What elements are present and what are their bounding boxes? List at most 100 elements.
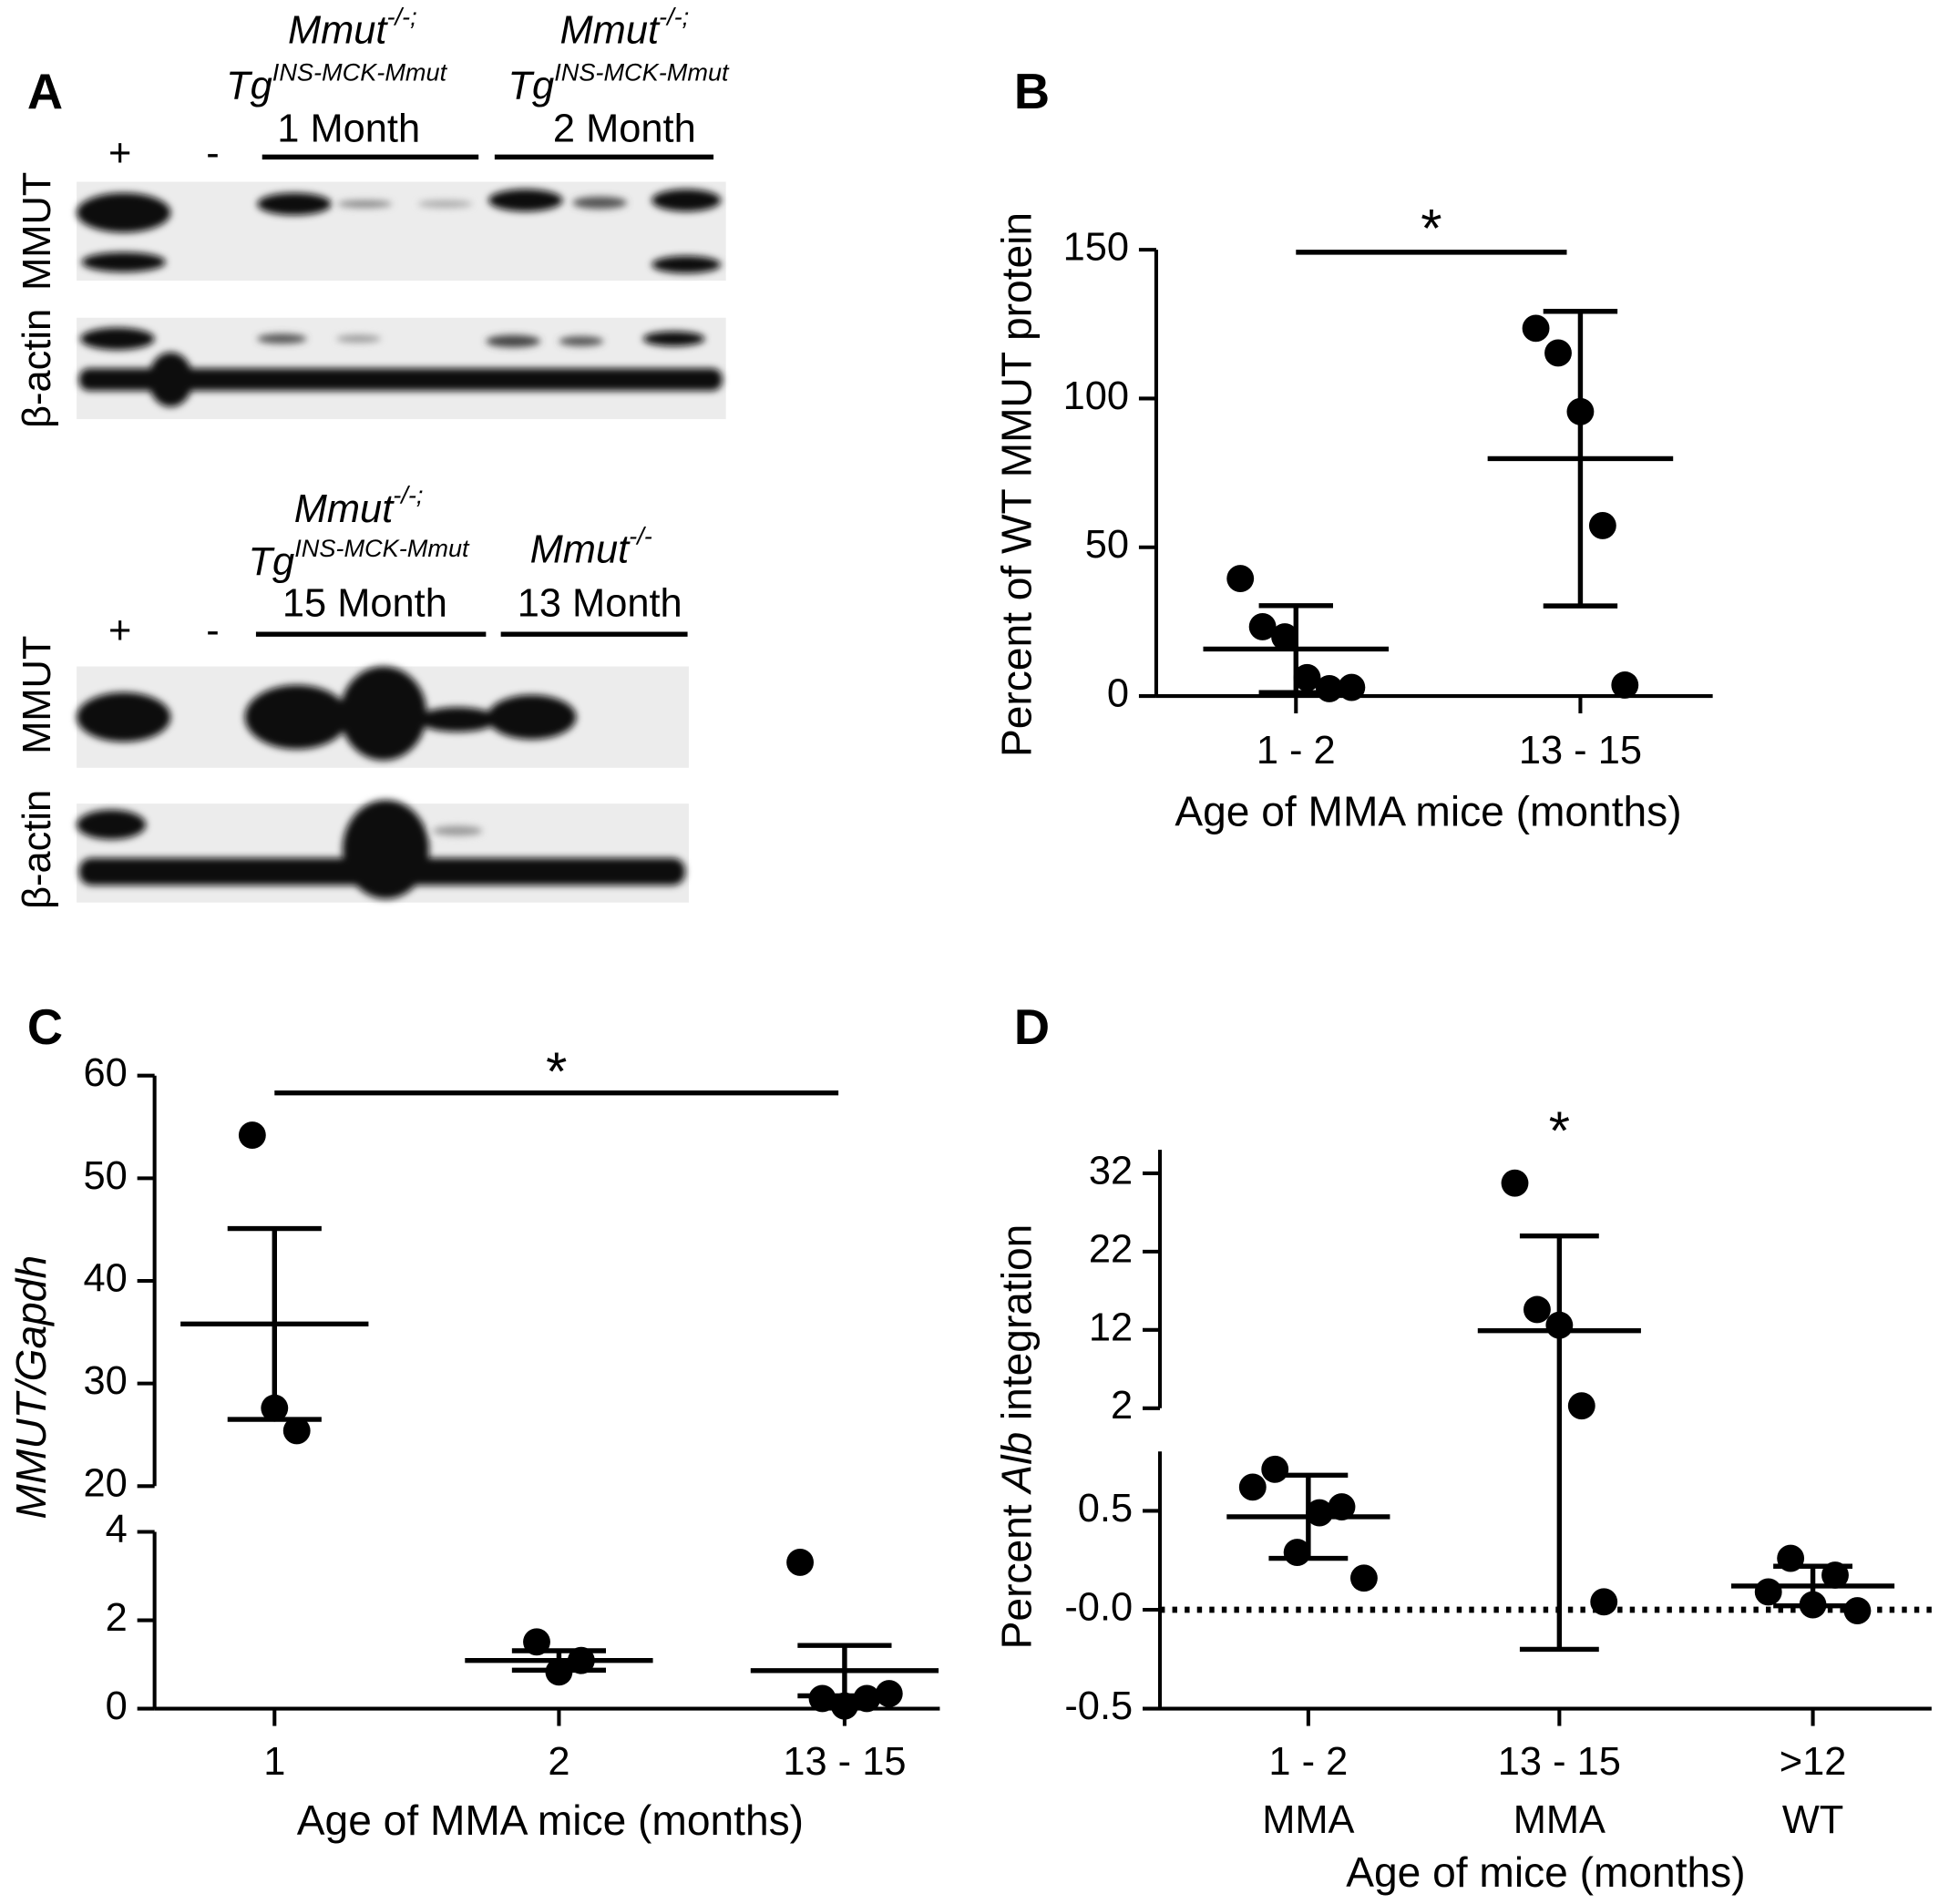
data-point — [1283, 1539, 1311, 1566]
y-axis-label: Percent of WT MMUT protein — [993, 212, 1041, 757]
y-tick-label: 0 — [1107, 672, 1129, 716]
y-tick-label: 0.5 — [1078, 1487, 1133, 1530]
y-axis-label-part: Percent — [993, 1493, 1041, 1650]
x-tick-label: 1 — [263, 1740, 285, 1784]
data-point — [1522, 314, 1550, 343]
data-point — [875, 1680, 903, 1708]
data-point — [1238, 1473, 1267, 1501]
lane-label: - — [206, 609, 219, 652]
genotype-name: Mmut — [530, 528, 631, 572]
genotype: Mmut-/-; — [288, 3, 417, 54]
data-point — [282, 1417, 311, 1445]
y-tick-label: 100 — [1063, 374, 1129, 418]
x-tick-label: 13 - 15 — [783, 1740, 906, 1784]
x-tick-label: 13 - 15 — [1519, 729, 1642, 773]
data-point — [567, 1646, 595, 1674]
row-label: MMUT — [15, 636, 59, 754]
transgene-sup: INS-MCK-Mmut — [554, 58, 730, 87]
y-tick-label: -0.5 — [1064, 1684, 1133, 1728]
row-label: MMUT — [15, 172, 59, 291]
data-point — [1338, 673, 1366, 701]
significance-star: * — [1421, 198, 1441, 259]
y-tick-label: 40 — [84, 1256, 128, 1300]
data-point — [1566, 397, 1595, 425]
data-point — [1524, 1295, 1551, 1324]
genotype-name: Mmut — [288, 9, 388, 53]
chart-panel: D -0.5 -0.0 0.5 2 12 22 32 1 - 2 MMA 13 - 15 MMA >12… — [993, 999, 1939, 1896]
transgene-name: Tg — [226, 65, 272, 108]
data-point — [831, 1692, 858, 1720]
blot-bands — [77, 800, 685, 899]
transgene-name: Tg — [508, 65, 555, 108]
x-axis-label: Age of MMA mice (months) — [297, 1797, 804, 1844]
data-point — [1248, 613, 1277, 640]
y-axis-label-part: integration — [993, 1224, 1041, 1432]
row-label: β-actin — [15, 790, 59, 909]
y-axis-label: MMUT/Gapdh — [7, 1255, 55, 1520]
y-axis-label-part: MMUT/Gapdh — [7, 1255, 55, 1520]
data-point — [1588, 511, 1616, 539]
panel-letter: B — [1014, 64, 1050, 119]
data-point — [853, 1684, 881, 1713]
age: 13 Month — [518, 581, 682, 625]
y-tick-label: 0 — [106, 1684, 128, 1728]
data-point — [1799, 1591, 1827, 1619]
x-tick-label: 1 - 2 — [1257, 729, 1336, 773]
genotype-name: Mmut — [294, 487, 395, 531]
data-point — [1328, 1493, 1356, 1521]
genotype-sup: -/- — [629, 522, 652, 550]
data-point — [1306, 1499, 1333, 1527]
y-tick-label: 32 — [1089, 1149, 1133, 1193]
genotype-name: Mmut — [560, 9, 661, 53]
panel-letter: C — [27, 999, 63, 1055]
age: 1 Month — [277, 107, 420, 150]
genotype-sup: -/-; — [393, 481, 423, 509]
x-tick-label: 1 - 2 — [1268, 1740, 1348, 1784]
y-tick-label: 12 — [1089, 1305, 1133, 1349]
data-point — [1316, 674, 1343, 702]
x-tick-label: 13 - 15 — [1498, 1740, 1621, 1784]
chart-panel: B 0 50 100 150 1 - 2 13 - 15 Percent of WT MMUT… — [993, 64, 1713, 835]
y-axis-label-part: Percent of WT MMUT protein — [993, 212, 1041, 757]
transgene-sup: INS-MCK-Mmut — [294, 534, 470, 562]
data-point — [1843, 1597, 1872, 1625]
lower-blot — [77, 666, 689, 903]
x-tick-sublabel: WT — [1782, 1798, 1843, 1842]
data-point — [1590, 1588, 1618, 1616]
x-tick-label: >12 — [1780, 1740, 1847, 1784]
data-point — [523, 1628, 550, 1656]
y-tick-label: 50 — [1085, 523, 1129, 567]
y-tick-label: 4 — [106, 1508, 128, 1551]
y-tick-label: 2 — [1111, 1384, 1133, 1428]
genotype: Mmut-/-; — [294, 481, 424, 532]
y-tick-label: -0.0 — [1064, 1585, 1133, 1629]
genotype: Mmut-/- — [530, 522, 652, 573]
lane-label: + — [108, 609, 131, 652]
lane-label: + — [108, 131, 131, 175]
x-tick-label: 2 — [548, 1740, 569, 1784]
upper-blot — [77, 181, 726, 420]
blot-membrane — [77, 181, 726, 282]
age: 15 Month — [282, 581, 447, 625]
data-point — [786, 1549, 814, 1576]
data-point — [545, 1658, 573, 1686]
data-point — [1293, 663, 1321, 691]
transgene: TgINS-MCK-Mmut — [226, 58, 447, 109]
upper-header: Mmut-/-; TgINS-MCK-Mmut 1 Month Mmut-/-;… — [15, 3, 730, 428]
y-axis-label-part: Alb — [993, 1432, 1041, 1496]
data-point — [1501, 1169, 1529, 1197]
data-point — [1350, 1564, 1378, 1592]
transgene-sup: INS-MCK-Mmut — [272, 58, 448, 87]
data-point — [261, 1394, 289, 1422]
y-tick-label: 30 — [84, 1359, 128, 1403]
y-tick-label: 20 — [84, 1462, 128, 1506]
genotype-sup: -/-; — [659, 3, 689, 31]
data-point — [1544, 339, 1572, 367]
panel-letter: A — [27, 64, 63, 119]
data-point — [1261, 1455, 1289, 1483]
x-tick-sublabel: MMA — [1513, 1798, 1606, 1842]
data-point — [1271, 623, 1298, 651]
lane-label: - — [206, 131, 219, 175]
data-point — [1567, 1392, 1595, 1420]
